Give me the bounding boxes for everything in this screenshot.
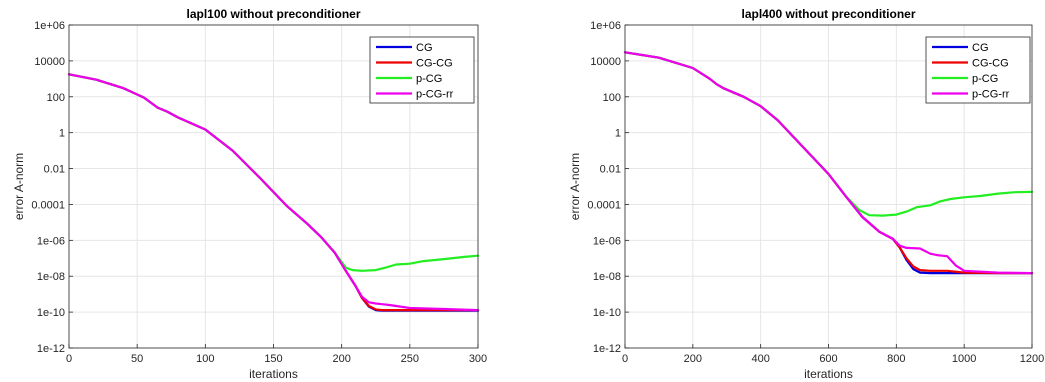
x-tick-label: 200 [332,353,350,365]
x-axis-label: iterations [804,367,853,381]
x-tick-label: 0 [622,353,628,365]
chart-lapl400: 0 200 400 600 800 1000 1200 1e-12 1e-10 1e-08 1e-0… [568,7,1044,381]
x-tick-label: 300 [469,353,487,365]
x-tick-label: 1200 [1020,353,1044,365]
x-tick-label: 1000 [952,353,976,365]
legend: CG CG-CG p-CG p-CG-rr [925,36,1031,104]
legend-label-p-cg-rr: p-CG-rr [972,89,1010,101]
y-tick-label: 10000 [34,56,65,68]
legend-label-p-cg-rr: p-CG-rr [416,89,454,101]
y-tick-label: 0.01 [44,164,65,176]
y-tick-label: 10000 [590,56,621,68]
y-tick-label: 0.0001 [31,199,65,211]
y-tick-label: 1e-12 [593,343,621,355]
y-tick-label: 0.0001 [587,199,621,211]
chart-title: lapl100 without preconditioner [186,7,360,21]
y-axis-label: error A-norm [12,153,26,220]
legend-label-cg: CG [416,42,433,54]
x-tick-label: 250 [401,353,419,365]
series-line-p-cg-rr [623,51,1034,275]
y-tick-label: 0.01 [600,164,621,176]
chart-lapl100: 0 50 100 150 200 250 300 1e-12 1e-10 1e-08 1e-06 0.… [12,7,487,381]
y-tick-label: 100 [603,92,621,104]
chart-title: lapl400 without preconditioner [741,7,915,21]
x-tick-label: 600 [819,353,837,365]
x-axis-label: iterations [249,367,298,381]
y-tick-label: 1e-08 [37,271,65,283]
y-tick-label: 1e-08 [593,271,621,283]
legend-label-p-cg: p-CG [416,73,442,85]
y-tick-label: 1e-12 [37,343,65,355]
legend-label-p-cg: p-CG [972,73,998,85]
y-axis-label: error A-norm [568,153,582,220]
series-line-p-cg-rr [67,73,480,312]
y-tick-label: 1e-06 [593,235,621,247]
y-tick-label: 1e+06 [590,20,621,32]
y-tick-label: 1e+06 [34,20,65,32]
x-tick-label: 400 [751,353,769,365]
y-tick-label: 1e-06 [37,235,65,247]
legend: CG CG-CG p-CG p-CG-rr [369,36,475,104]
y-tick-label: 1 [615,128,621,140]
y-tick-label: 1 [59,128,65,140]
x-tick-label: 200 [684,353,702,365]
x-tick-label: 50 [131,353,143,365]
legend-label-cg-cg: CG-CG [416,58,453,70]
x-tick-label: 800 [887,353,905,365]
x-tick-label: 100 [196,353,214,365]
legend-label-cg-cg: CG-CG [972,58,1009,70]
y-tick-label: 1e-10 [37,307,65,319]
y-tick-label: 1e-10 [593,307,621,319]
y-tick-label: 100 [47,92,65,104]
x-tick-label: 150 [264,353,282,365]
x-tick-label: 0 [66,353,72,365]
legend-label-cg: CG [972,42,989,54]
